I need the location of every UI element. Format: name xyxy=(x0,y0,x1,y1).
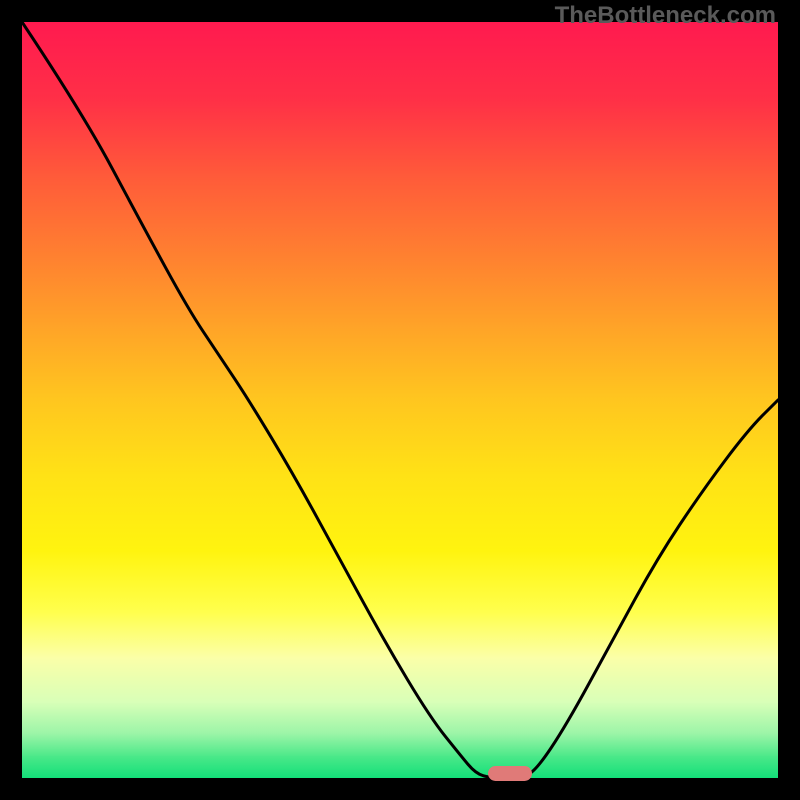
optimal-marker xyxy=(488,766,532,781)
plot-area xyxy=(22,22,778,778)
watermark-label: TheBottleneck.com xyxy=(555,2,776,30)
bottleneck-curve xyxy=(22,22,778,778)
chart-frame: TheBottleneck.com xyxy=(0,0,800,800)
